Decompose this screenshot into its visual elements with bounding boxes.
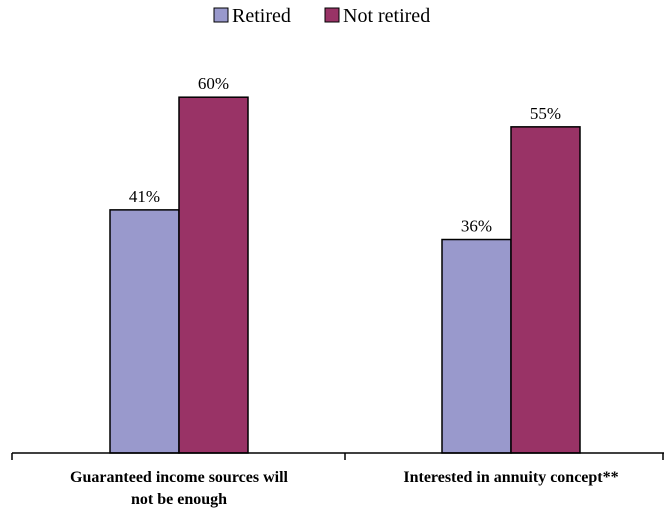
bar-retired bbox=[441, 238, 512, 454]
bar-retired bbox=[109, 209, 180, 454]
category-label: not be enough bbox=[131, 491, 227, 508]
legend-label-not-retired: Not retired bbox=[343, 5, 430, 27]
category-label: Guaranteed income sources will bbox=[70, 469, 288, 486]
x-axis-category-labels: Guaranteed income sources will not be eno… bbox=[70, 469, 619, 508]
legend: Retired Not retired bbox=[213, 5, 430, 27]
data-label: 36% bbox=[461, 217, 492, 236]
x-axis-ticks bbox=[11, 453, 664, 460]
category-label: Interested in annuity concept** bbox=[403, 469, 618, 486]
bar-not-retired bbox=[178, 96, 249, 454]
data-label: 55% bbox=[530, 104, 561, 123]
bar-not-retired bbox=[510, 126, 581, 454]
data-label: 41% bbox=[129, 187, 160, 206]
legend-swatch-retired bbox=[213, 7, 229, 23]
legend-label-retired: Retired bbox=[232, 5, 291, 27]
legend-swatch-not-retired bbox=[324, 7, 340, 23]
data-label: 60% bbox=[198, 74, 229, 93]
plot-area: 41% 60% 36% 55% bbox=[109, 74, 581, 454]
